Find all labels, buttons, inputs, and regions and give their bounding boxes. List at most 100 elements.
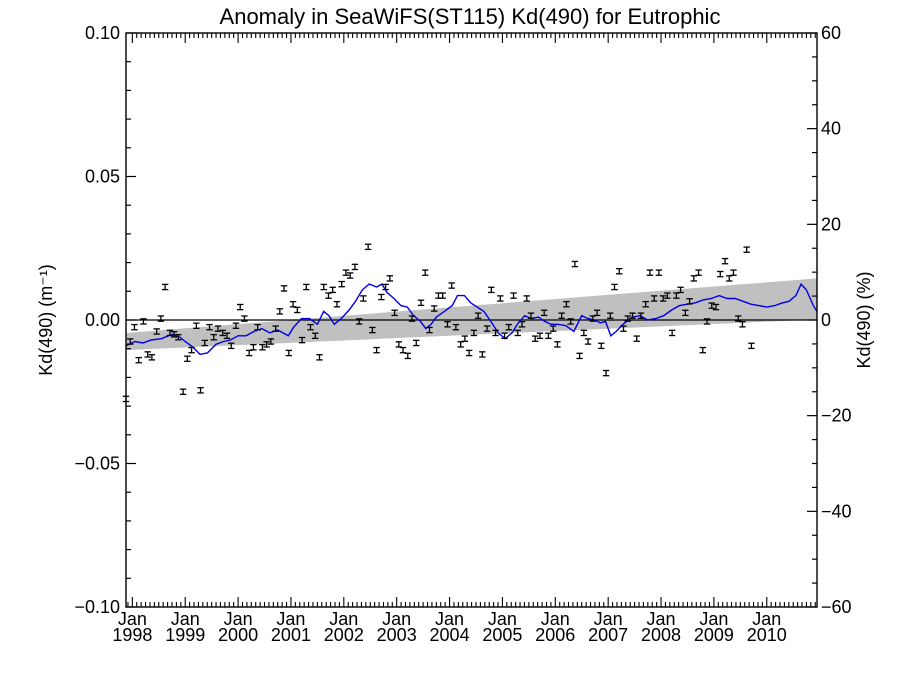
data-point bbox=[703, 318, 711, 325]
data-point bbox=[505, 323, 512, 331]
data-point bbox=[677, 286, 684, 294]
data-point bbox=[514, 329, 521, 337]
data-point bbox=[166, 329, 174, 337]
data-point bbox=[219, 329, 226, 337]
data-point bbox=[616, 267, 623, 275]
data-point bbox=[254, 323, 261, 331]
y-tick-label-right: 20 bbox=[821, 214, 841, 234]
data-point bbox=[382, 283, 389, 291]
data-point bbox=[439, 292, 446, 299]
data-point bbox=[650, 295, 658, 302]
data-point bbox=[417, 299, 425, 307]
data-point bbox=[457, 341, 464, 348]
data-point bbox=[593, 309, 601, 317]
data-point bbox=[712, 303, 720, 311]
data-point bbox=[554, 341, 561, 348]
data-point bbox=[161, 283, 169, 291]
data-point bbox=[303, 283, 310, 291]
smoothed-series-layer bbox=[125, 282, 818, 356]
x-tick-label-year: 2000 bbox=[218, 625, 258, 645]
y-axis-label-left: Kd(490) (m⁻¹) bbox=[36, 264, 56, 376]
data-point bbox=[267, 338, 275, 345]
data-point bbox=[655, 269, 663, 276]
data-point bbox=[580, 329, 588, 337]
data-point bbox=[668, 329, 676, 337]
y-tick-label-right: −60 bbox=[821, 597, 852, 617]
x-tick-label-month: Jan bbox=[224, 609, 253, 629]
data-point bbox=[435, 292, 442, 299]
data-point bbox=[188, 346, 195, 354]
x-tick-label-month: Jan bbox=[382, 609, 411, 629]
data-point bbox=[461, 335, 469, 342]
data-point bbox=[563, 300, 570, 308]
data-point bbox=[501, 332, 508, 340]
data-point bbox=[373, 346, 380, 354]
data-point bbox=[571, 260, 579, 268]
data-point bbox=[699, 346, 707, 354]
data-point bbox=[532, 335, 539, 342]
x-tick-label-month: Jan bbox=[752, 609, 781, 629]
data-point bbox=[285, 349, 293, 357]
data-point bbox=[351, 263, 359, 271]
data-point bbox=[492, 329, 499, 337]
data-point bbox=[378, 293, 385, 301]
data-point bbox=[140, 318, 147, 325]
data-point bbox=[135, 356, 142, 364]
x-tick-label-month: Jan bbox=[329, 609, 358, 629]
data-point bbox=[659, 295, 667, 302]
data-point bbox=[131, 323, 138, 331]
data-point bbox=[325, 292, 332, 299]
data-point bbox=[127, 338, 134, 345]
data-point bbox=[633, 335, 640, 342]
data-point bbox=[320, 283, 327, 291]
data-point bbox=[193, 322, 200, 329]
data-point bbox=[682, 309, 689, 317]
y-tick-label-left: 0.00 bbox=[85, 310, 120, 330]
data-point bbox=[364, 243, 372, 251]
data-point bbox=[232, 322, 240, 329]
data-point bbox=[470, 329, 478, 337]
y-axis-label-right: Kd(490) (%) bbox=[854, 271, 874, 368]
y-tick-label-right: 40 bbox=[821, 119, 841, 139]
data-point bbox=[179, 388, 187, 396]
data-point bbox=[695, 269, 702, 276]
y-tick-label-right: −20 bbox=[821, 406, 852, 426]
data-point bbox=[289, 300, 297, 308]
data-point bbox=[263, 341, 270, 348]
data-point bbox=[739, 321, 746, 328]
data-point bbox=[259, 344, 266, 351]
x-tick-label-year: 2001 bbox=[271, 625, 311, 645]
data-point bbox=[342, 269, 350, 276]
x-tick-label-month: Jan bbox=[488, 609, 517, 629]
data-point bbox=[395, 341, 403, 348]
data-point bbox=[245, 349, 253, 357]
monthly-points-layer bbox=[122, 243, 755, 403]
data-point bbox=[223, 332, 231, 340]
data-point bbox=[276, 308, 284, 315]
x-tick-label-year: 2007 bbox=[588, 625, 628, 645]
x-tick-label-month: Jan bbox=[647, 609, 676, 629]
data-point bbox=[474, 312, 482, 319]
tick-labels-layer: 0.10 0.05 0.00 −0.05 −0.10 60 40 20 0 −20 −40 −60 Ja… bbox=[74, 23, 851, 645]
data-point bbox=[598, 342, 605, 350]
x-tick-label-year: 2004 bbox=[430, 625, 470, 645]
data-point bbox=[307, 323, 314, 331]
y-tick-label-left: 0.05 bbox=[85, 167, 120, 187]
data-point bbox=[642, 300, 649, 308]
data-point bbox=[717, 270, 724, 278]
trend-band bbox=[126, 278, 817, 351]
data-point bbox=[338, 280, 345, 288]
x-tick-label-month: Jan bbox=[118, 609, 147, 629]
smoothed-series-line bbox=[125, 282, 818, 356]
x-tick-label-month: Jan bbox=[699, 609, 728, 629]
data-point bbox=[272, 325, 279, 332]
data-point bbox=[369, 326, 376, 334]
x-tick-label-month: Jan bbox=[541, 609, 570, 629]
data-point bbox=[510, 292, 517, 299]
data-point bbox=[690, 275, 698, 282]
data-point bbox=[527, 312, 535, 319]
x-tick-label-year: 2003 bbox=[377, 625, 417, 645]
data-point bbox=[488, 286, 495, 294]
data-point bbox=[333, 300, 341, 308]
